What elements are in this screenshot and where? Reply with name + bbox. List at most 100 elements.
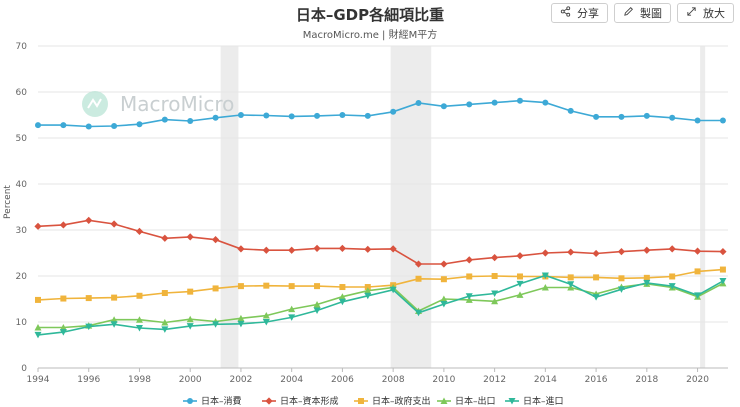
chart-subtitle: MacroMicro.me | 財經M平方 (302, 30, 438, 41)
data-point (542, 99, 549, 106)
data-point (59, 221, 67, 229)
data-point (161, 234, 169, 242)
data-point (111, 294, 118, 301)
data-point (288, 305, 296, 313)
y-tick-label: 10 (16, 318, 28, 328)
data-point (85, 123, 92, 130)
data-point (135, 316, 143, 323)
data-point (161, 326, 169, 333)
chart-title: 日本–GDP各細項比重 (295, 6, 445, 24)
zoom-button[interactable]: 放大 (677, 3, 734, 23)
x-tick-label: 2018 (635, 375, 658, 385)
data-point (34, 222, 42, 230)
data-point (262, 246, 270, 254)
data-point (59, 324, 67, 331)
data-point (314, 283, 321, 290)
data-point (288, 314, 296, 321)
data-point (237, 112, 244, 118)
data-point (263, 112, 270, 119)
data-point (110, 316, 118, 323)
series-line-2 (37, 268, 723, 301)
data-point (669, 114, 676, 121)
legend-item-3[interactable]: 日本–出口 (437, 395, 496, 407)
data-point (237, 283, 244, 290)
data-point (338, 293, 346, 300)
data-point (719, 278, 727, 285)
data-point (668, 245, 676, 253)
data-point (465, 256, 473, 264)
series-line-0 (38, 99, 723, 128)
data-point (694, 268, 701, 275)
data-point (719, 266, 726, 273)
data-point (135, 324, 143, 332)
data-point (187, 288, 194, 295)
data-point (618, 275, 625, 282)
x-tick-label: 2006 (331, 375, 354, 385)
x-tick-label: 2002 (229, 375, 252, 385)
legend-item-1[interactable]: 日本–資本形成 (262, 395, 339, 407)
data-point (35, 296, 41, 303)
data-point (364, 245, 372, 253)
data-point (694, 292, 702, 299)
data-point (390, 108, 397, 115)
data-point (567, 107, 574, 114)
data-point (592, 294, 600, 301)
recession-band-1 (390, 46, 432, 368)
data-point (135, 227, 144, 235)
data-point (617, 248, 626, 256)
data-point (719, 248, 727, 256)
data-point (186, 323, 194, 330)
legend-item-2[interactable]: 日本–政府支出 (354, 395, 431, 407)
x-axis-ticks: 1994 1996 1998 2000 2002 2004 2006 2008 2010 2012… (27, 368, 709, 385)
data-point (389, 245, 397, 253)
data-point (313, 307, 321, 314)
series-line-1 (37, 219, 723, 265)
data-point (186, 315, 194, 323)
data-point (719, 117, 726, 124)
data-point (211, 236, 220, 244)
y-tick-label: 20 (16, 272, 28, 282)
legend-label: 日本–資本形成 (280, 395, 339, 407)
data-point (338, 298, 346, 306)
data-point (237, 245, 245, 253)
legend-item-4[interactable]: 日本–進口 (505, 395, 564, 407)
data-point (491, 273, 498, 279)
data-point (34, 324, 42, 331)
data-point (60, 295, 67, 302)
data-point (693, 247, 702, 255)
share-button[interactable]: 分享 (551, 3, 608, 23)
x-tick-label: 1996 (77, 375, 100, 385)
x-tick-label: 2000 (179, 375, 202, 385)
data-point (288, 113, 295, 120)
data-point (339, 112, 346, 118)
data-point (617, 286, 625, 293)
legend-marker (187, 398, 193, 404)
data-point (440, 260, 448, 268)
data-point (541, 249, 549, 257)
data-point (592, 249, 600, 258)
data-point (516, 252, 524, 260)
data-point (516, 273, 523, 280)
recession-bands (220, 46, 706, 368)
data-point (161, 290, 168, 297)
x-tick-label: 2004 (280, 375, 303, 385)
data-point (440, 103, 447, 110)
data-point (263, 282, 270, 289)
pencil-icon (623, 6, 634, 20)
legend-marker (265, 397, 273, 405)
data-point (237, 314, 245, 322)
data-point (262, 319, 270, 326)
data-point (516, 280, 524, 288)
data-point (161, 318, 169, 326)
draw-button[interactable]: 製圖 (614, 3, 671, 23)
legend-item-0[interactable]: 日本–消費 (183, 395, 242, 407)
recession-band-2 (700, 46, 706, 368)
y-tick-label: 50 (16, 134, 28, 144)
data-point (212, 321, 220, 328)
series-1 (34, 216, 727, 268)
data-point (694, 117, 701, 124)
data-point (541, 272, 549, 280)
data-point (262, 312, 270, 319)
data-point (414, 260, 423, 268)
